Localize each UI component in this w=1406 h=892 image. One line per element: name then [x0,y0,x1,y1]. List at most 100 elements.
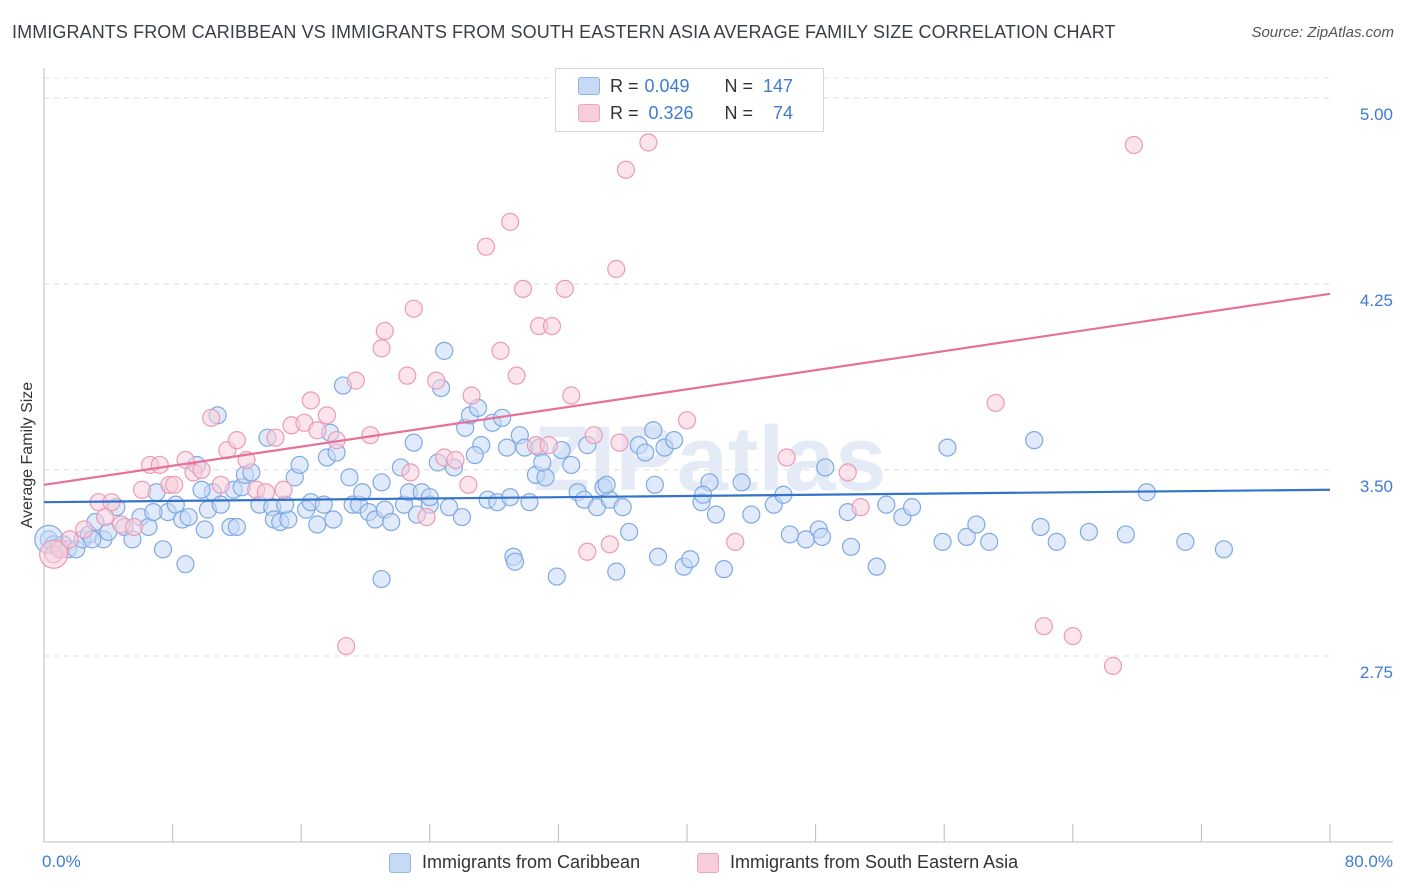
legend-r-label: R = [610,75,639,96]
y-tick-label: 4.25 [1359,290,1393,310]
chart-title: IMMIGRANTS FROM CARIBBEAN VS IMMIGRANTS … [12,22,1116,42]
bottom-legend-swatch-pink [697,852,719,873]
x-tick-label-min: 0.0% [42,852,81,871]
caribbean-point [520,493,539,512]
caribbean-point [714,560,734,579]
caribbean-point [192,480,211,499]
sea-point [211,475,230,494]
caribbean-point [812,527,832,546]
caribbean-point [957,527,976,546]
sea-point [555,279,574,298]
caribbean-point [382,512,401,532]
y-tick-label: 3.50 [1359,476,1393,496]
caribbean-point [902,498,922,517]
sea-point [600,535,619,554]
caribbean-point [644,421,663,440]
caribbean-point [597,475,616,494]
sea-point [132,480,152,499]
caribbean-point [279,510,298,529]
sea-point [266,428,285,447]
sea-point [227,431,246,450]
sea-point [427,371,446,390]
caribbean-point [938,438,957,457]
legend-n-value: 147 [763,75,794,96]
y-tick-label: 2.75 [1359,662,1393,682]
sea-point [317,406,337,425]
caribbean-point [933,532,952,551]
sea-point [372,339,391,358]
caribbean-point [153,540,173,559]
caribbean-point [1031,517,1050,537]
bottom-legend-label-caribbean: Immigrants from Caribbean [422,852,641,872]
caribbean-point [613,498,632,517]
caribbean-point [841,537,861,556]
sea-point [398,366,417,385]
sea-point [462,386,481,405]
sea-point [446,450,465,470]
caribbean-point [1079,522,1098,542]
sea-point [124,517,144,537]
sea-point [1063,627,1082,646]
series-sea-points [39,133,1143,675]
sea-point [60,530,79,549]
caribbean-point [980,532,999,551]
y-tick-label: 5.00 [1359,104,1393,124]
sea-point [256,483,275,502]
caribbean-point [562,455,581,475]
caribbean-point [435,341,454,360]
caribbean-point [620,522,639,542]
legend-n-value: 74 [773,102,794,123]
bottom-legend-caribbean: Immigrants from Caribbean [389,852,640,873]
sea-point [274,480,293,499]
sea-point [459,475,478,494]
caribbean-point [732,473,751,492]
sea-point [607,259,626,279]
caribbean-point [505,552,525,571]
sea-point [584,426,603,445]
legend-n-label: N = [724,102,754,123]
caribbean-point [867,557,886,576]
sea-point [308,421,327,440]
caribbean-point [1214,540,1234,559]
legend-row-sea: R = 0.326 N = 74 [578,101,793,125]
correlation-legend: R = 0.049 N = 147 R = 0.326 N = 74 [555,68,824,132]
sea-point [401,463,420,482]
caribbean-point [877,495,896,514]
source-credit: Source: ZipAtlas.com [1251,24,1394,41]
sea-point [301,391,320,410]
caribbean-point [742,505,761,524]
caribbean-point [290,455,309,475]
sea-point [578,542,597,561]
sea-point [75,520,94,539]
sea-point [491,341,510,360]
sea-point [1124,135,1143,155]
caribbean-point [372,569,391,589]
bottom-legend-sea: Immigrants from South Eastern Asia [697,852,1018,873]
sea-point [150,455,169,475]
sea-point [838,463,857,482]
caribbean-point [1047,532,1066,551]
sea-point [165,475,184,494]
caribbean-point [372,473,391,492]
axes [43,68,1393,843]
caribbean-point [1176,532,1195,551]
caribbean-point [648,547,668,566]
caribbean-point [1116,525,1135,544]
caribbean-point [195,520,214,539]
sea-point [777,448,796,467]
caribbean-point [227,517,246,537]
caribbean-point [607,562,626,581]
caribbean-point [324,510,343,529]
sea-point [610,433,629,452]
sea-point [501,212,520,231]
sea-point [1034,617,1053,636]
caribbean-point [179,507,198,527]
caribbean-point [452,507,472,527]
sea-point [639,133,658,152]
caribbean-point [308,515,327,534]
sea-point [417,507,436,527]
legend-r-value: 0.049 [644,75,690,96]
sea-point [539,436,558,455]
sea-point [562,386,581,405]
